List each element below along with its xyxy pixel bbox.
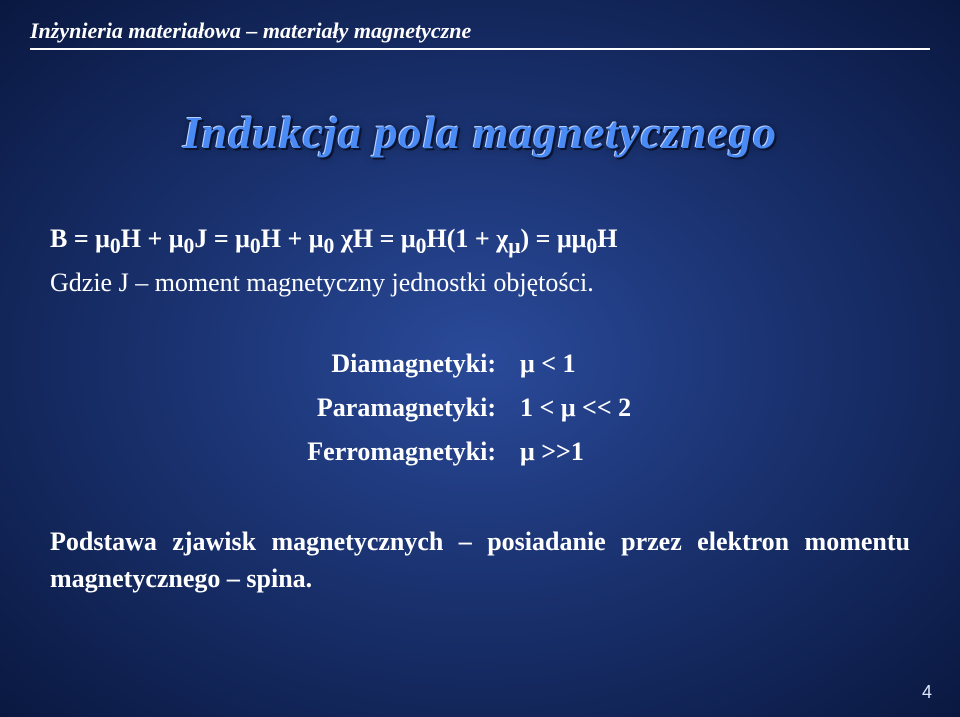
list-row: Diamagnetyki:μ < 1: [300, 342, 660, 386]
bottom-paragraph: Podstawa zjawisk magnetycznych – posiada…: [50, 524, 910, 597]
formula-caption: Gdzie J – moment magnetyczny jednostki o…: [50, 263, 910, 302]
slide-title: Indukcja pola magnetycznego: [0, 106, 960, 159]
list-row: Ferromagnetyki:μ >>1: [300, 430, 660, 474]
list-label: Diamagnetyki:: [300, 342, 520, 386]
slide-header: Inżynieria materiałowa – materiały magne…: [0, 0, 960, 58]
page-number: 4: [922, 682, 932, 703]
header-underline: [30, 48, 930, 50]
list-label: Ferromagnetyki:: [300, 430, 520, 474]
formula-main: B = μ0H + μ0J = μ0H + μ0 χH = μ0H(1 + χμ…: [50, 219, 910, 263]
formula-block: B = μ0H + μ0J = μ0H + μ0 χH = μ0H(1 + χμ…: [50, 219, 910, 302]
list-label: Paramagnetyki:: [300, 386, 520, 430]
list-row: Paramagnetyki:1 < μ << 2: [300, 386, 660, 430]
list-value: μ < 1: [520, 342, 660, 386]
list-value: μ >>1: [520, 430, 660, 474]
magnetic-types-list: Diamagnetyki:μ < 1Paramagnetyki:1 < μ <<…: [0, 342, 960, 475]
header-text: Inżynieria materiałowa – materiały magne…: [30, 18, 930, 44]
list-value: 1 < μ << 2: [520, 386, 660, 430]
